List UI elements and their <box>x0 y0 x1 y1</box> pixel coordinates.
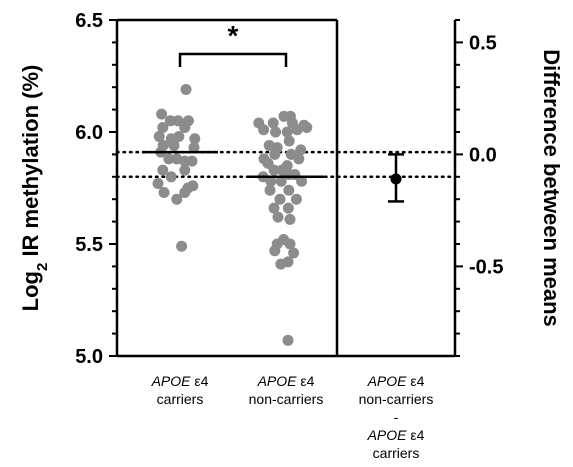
data-point <box>171 193 183 205</box>
data-point <box>153 130 165 142</box>
plot-frame <box>115 18 457 358</box>
right-tick-label: 0.5 <box>469 32 497 54</box>
data-point <box>275 175 287 187</box>
difference-point <box>390 173 402 185</box>
data-point <box>172 115 184 127</box>
category-text: non-carriers <box>249 391 324 407</box>
category-text: carriers <box>157 391 204 407</box>
data-point <box>173 130 185 142</box>
difference-estimate <box>388 153 404 203</box>
data-point <box>291 124 303 136</box>
data-point <box>179 164 191 176</box>
category-text: ε4 <box>406 373 424 389</box>
data-point <box>158 186 170 198</box>
data-point <box>265 175 277 187</box>
category-label: carriers <box>157 391 204 407</box>
data-point <box>267 117 279 129</box>
data-point <box>288 247 300 259</box>
data-point <box>293 153 305 165</box>
category-label: non-carriers <box>249 391 324 407</box>
category-text: ε4 <box>296 373 314 389</box>
data-point <box>269 148 281 160</box>
category-label: carriers <box>373 445 420 461</box>
category-label: APOE ε4 <box>257 373 315 389</box>
category-italic: APOE <box>367 427 408 443</box>
data-point <box>281 126 293 138</box>
left-axis-ticks: 5.0 5.5 6.0 6.5 <box>75 10 117 368</box>
category-label: - <box>394 409 399 425</box>
data-point <box>269 245 281 257</box>
significance-label: * <box>228 20 239 51</box>
data-point <box>274 193 286 205</box>
left-tick-label: 5.0 <box>75 346 103 368</box>
data-point <box>290 193 302 205</box>
data-point <box>168 139 180 151</box>
data-point <box>152 178 164 190</box>
data-point <box>284 238 296 250</box>
y-title-subscript: 2 <box>34 263 51 271</box>
data-point <box>157 122 169 134</box>
category-italic: APOE <box>257 373 298 389</box>
bracket-line <box>178 52 288 67</box>
data-point <box>179 122 191 134</box>
data-point <box>270 126 282 138</box>
category-italic: APOE <box>151 373 192 389</box>
mean-lines <box>142 150 324 179</box>
category-label: APOE ε4 <box>367 427 425 443</box>
data-point <box>164 115 176 127</box>
category-label: APOE ε4 <box>151 373 209 389</box>
y-axis-title-left: Log2 IR methylation (%) <box>18 65 51 312</box>
right-tick-label: 0.0 <box>469 144 497 166</box>
data-point <box>301 122 313 134</box>
data-point <box>180 83 192 95</box>
category-label: non-carriers <box>359 391 434 407</box>
y-title-suffix: IR methylation (%) <box>18 65 43 263</box>
category-text: - <box>394 409 399 425</box>
data-point <box>268 164 280 176</box>
data-point <box>163 153 175 165</box>
significance-bracket: * <box>178 20 288 67</box>
data-point <box>282 202 294 214</box>
left-tick-label: 6.0 <box>75 122 103 144</box>
data-point <box>165 171 177 183</box>
y-axis-title-right: Difference between means <box>539 49 564 327</box>
category-text: ε4 <box>406 427 424 443</box>
data-points <box>152 83 313 346</box>
data-point <box>258 124 270 136</box>
right-tick-label: -0.5 <box>469 256 503 278</box>
data-point <box>157 164 169 176</box>
data-point <box>186 155 198 167</box>
data-point <box>268 202 280 214</box>
left-tick-label: 5.5 <box>75 234 103 256</box>
data-point <box>156 108 168 120</box>
category-labels: APOE ε4 carriers APOE ε4 non-carriers APOE ε… <box>151 373 434 461</box>
data-point <box>272 211 284 223</box>
data-point <box>189 133 201 145</box>
data-point <box>188 142 200 154</box>
data-point <box>282 334 294 346</box>
category-text: carriers <box>373 445 420 461</box>
axis-titles: Log2 IR methylation (%) Difference betwee… <box>18 49 564 327</box>
category-italic: APOE <box>367 373 408 389</box>
data-point <box>284 213 296 225</box>
right-axis-ticks: 0.5 0.0 -0.5 <box>455 19 503 357</box>
category-label: APOE ε4 <box>367 373 425 389</box>
y-title-prefix: Log <box>18 271 43 311</box>
category-text: non-carriers <box>359 391 434 407</box>
data-point <box>176 240 188 252</box>
data-point <box>283 184 295 196</box>
data-point <box>275 258 287 270</box>
data-point <box>264 184 276 196</box>
data-point <box>296 175 308 187</box>
data-point <box>295 144 307 156</box>
data-point <box>182 182 194 194</box>
category-text: ε4 <box>190 373 208 389</box>
left-tick-label: 6.5 <box>75 10 103 32</box>
data-point <box>283 135 295 147</box>
